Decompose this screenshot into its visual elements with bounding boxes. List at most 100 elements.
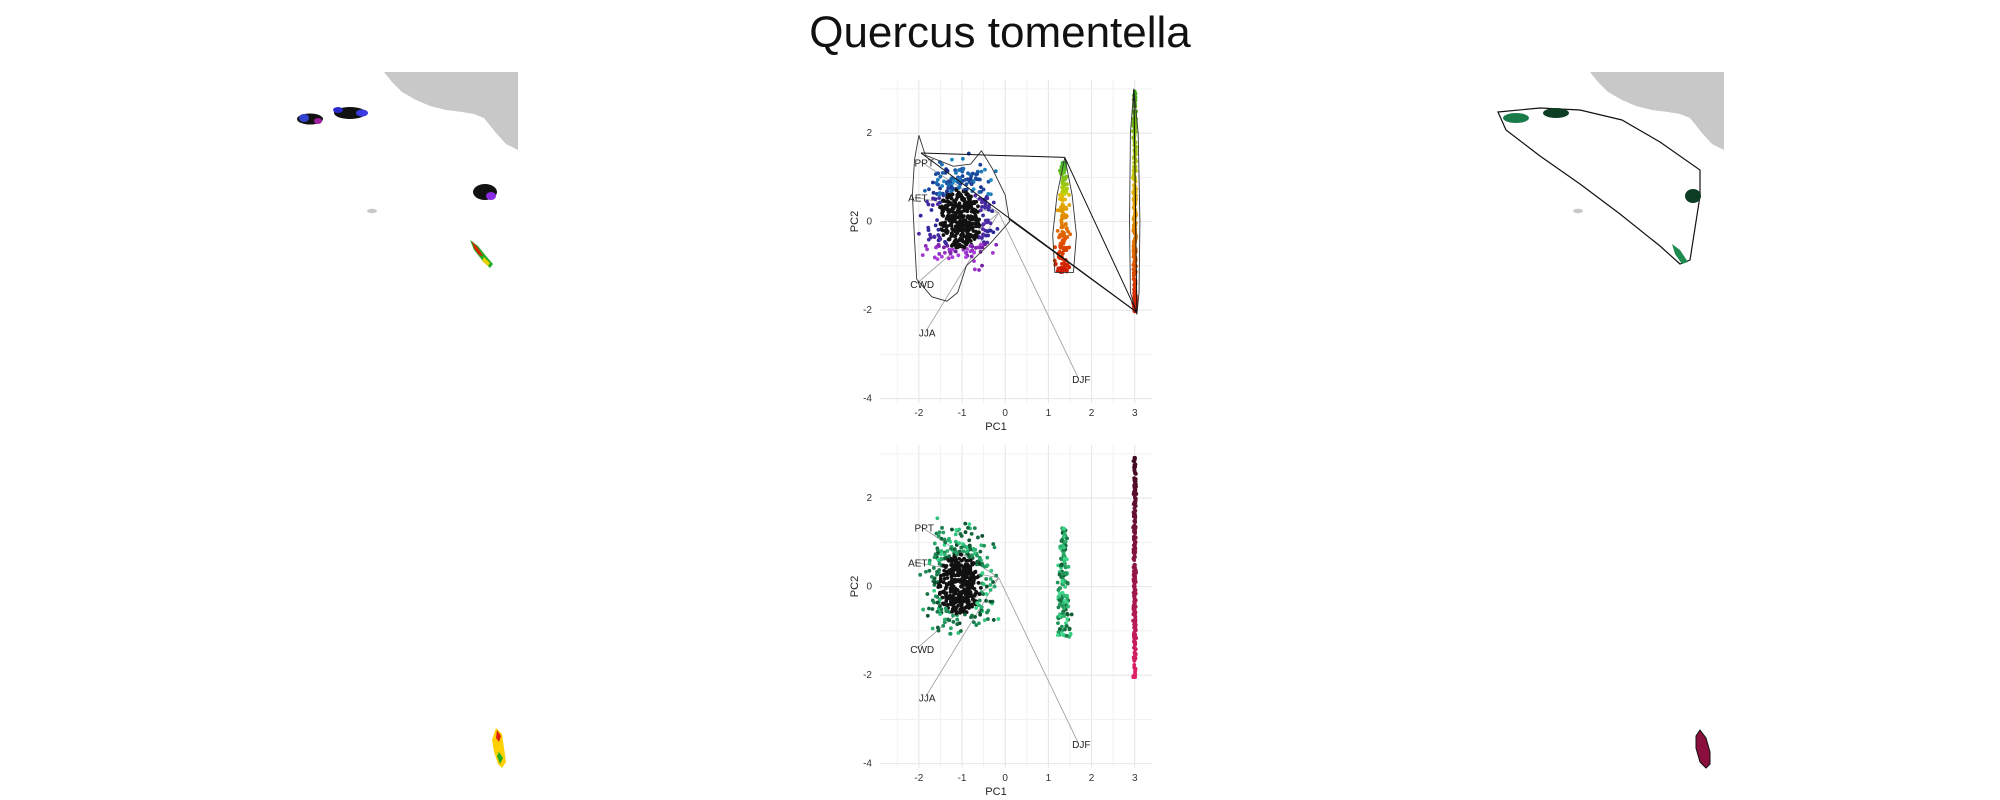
data-point — [965, 549, 969, 554]
data-point — [1057, 598, 1062, 603]
data-point — [1065, 536, 1069, 541]
data-point — [957, 567, 962, 572]
data-point — [1059, 251, 1064, 256]
data-point — [970, 584, 975, 589]
variable-label: AET — [908, 194, 927, 205]
data-point — [1060, 578, 1065, 583]
data-point — [938, 576, 943, 581]
data-point — [963, 521, 968, 526]
data-point — [941, 191, 945, 196]
data-point — [962, 245, 967, 250]
data-point — [951, 217, 955, 222]
data-point — [935, 218, 939, 223]
data-point — [1064, 621, 1068, 625]
cluster-hull — [1052, 157, 1077, 273]
data-point — [940, 184, 945, 188]
data-point — [1062, 556, 1067, 561]
data-point — [935, 177, 940, 182]
data-point — [1060, 202, 1065, 207]
data-point — [949, 202, 954, 207]
small-island — [367, 208, 377, 214]
data-point — [1055, 580, 1060, 585]
data-point — [950, 255, 955, 260]
data-point — [939, 254, 944, 259]
data-point — [937, 530, 942, 535]
data-point — [956, 577, 961, 582]
data-point — [1133, 455, 1137, 460]
data-point — [961, 228, 966, 232]
data-point — [1133, 622, 1138, 627]
data-point — [945, 594, 950, 599]
data-point — [981, 582, 986, 587]
data-point — [942, 250, 947, 255]
data-point — [1062, 177, 1067, 181]
data-point — [961, 166, 966, 171]
hull-connector — [1064, 157, 1138, 313]
data-point — [966, 603, 971, 608]
x-tick-label: 2 — [1089, 773, 1095, 784]
data-point — [978, 249, 983, 254]
data-point — [1055, 633, 1060, 638]
data-point — [941, 530, 946, 535]
data-point — [973, 547, 978, 552]
data-point — [954, 188, 959, 192]
data-point — [971, 572, 976, 577]
data-point — [977, 598, 982, 603]
variable-label: DJF — [1072, 375, 1090, 386]
data-point — [935, 516, 940, 521]
data-point — [980, 534, 985, 538]
data-point — [981, 213, 985, 218]
x-tick-label: -2 — [914, 773, 923, 784]
data-point — [944, 609, 949, 614]
data-point — [979, 236, 984, 240]
data-point — [940, 170, 945, 175]
data-point — [936, 557, 941, 562]
data-point — [1133, 652, 1137, 656]
y-tick-label: 0 — [866, 582, 872, 593]
data-point — [1064, 226, 1069, 231]
data-point — [977, 621, 981, 626]
data-point — [1132, 632, 1136, 637]
data-point — [937, 582, 941, 587]
data-point — [927, 561, 932, 566]
data-point — [944, 216, 949, 221]
data-point — [1052, 258, 1057, 263]
data-point — [967, 522, 972, 527]
y-tick-label: 2 — [866, 128, 872, 139]
data-point — [988, 583, 993, 587]
data-point — [963, 562, 968, 567]
data-point — [930, 180, 935, 185]
data-point — [991, 200, 996, 205]
data-point — [949, 196, 954, 201]
data-point — [934, 531, 939, 536]
data-point — [959, 545, 964, 550]
y-tick-label: -4 — [863, 759, 872, 770]
data-point — [991, 230, 996, 235]
data-point — [988, 588, 993, 592]
data-point — [1133, 591, 1138, 596]
y-tick-label: -2 — [863, 670, 872, 681]
data-point — [960, 597, 965, 602]
data-point — [955, 195, 960, 200]
data-point — [1059, 539, 1064, 543]
data-point — [992, 545, 997, 550]
data-point — [1063, 584, 1067, 589]
hull-connector — [1133, 88, 1138, 313]
data-point — [969, 615, 973, 620]
data-point — [972, 526, 977, 531]
data-point — [1131, 273, 1136, 278]
data-point — [957, 549, 962, 554]
data-point — [949, 234, 954, 239]
island-patch-1-color-b — [314, 118, 322, 124]
data-point — [960, 195, 965, 200]
data-point — [979, 185, 983, 190]
data-point — [1062, 261, 1066, 266]
data-point — [942, 620, 947, 625]
data-point — [1133, 601, 1137, 606]
data-point — [930, 607, 935, 611]
data-point — [981, 227, 985, 232]
data-point — [966, 525, 970, 530]
data-point — [942, 602, 947, 607]
data-point — [977, 592, 982, 596]
data-point — [992, 584, 997, 589]
